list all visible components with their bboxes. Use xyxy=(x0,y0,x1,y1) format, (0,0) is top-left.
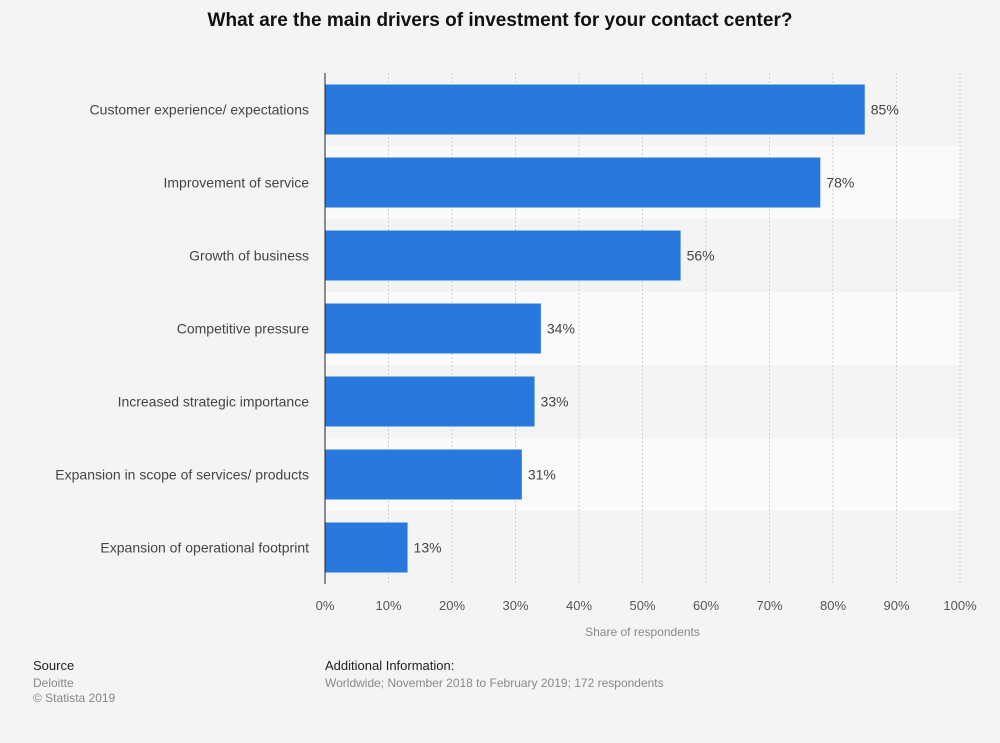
chart-title: What are the main drivers of investment … xyxy=(207,10,793,31)
x-tick-labels: 0% 10% 20% 30% 40% 50% 60% 70% 80% 90% 100% xyxy=(316,598,977,613)
additional-info-heading: Additional Information: xyxy=(325,658,455,673)
category-label: Customer experience/ expectations xyxy=(90,102,309,118)
x-tick-label: 10% xyxy=(375,598,401,613)
source-heading: Source xyxy=(33,658,75,673)
value-label: 56% xyxy=(687,248,715,264)
bar xyxy=(325,376,535,427)
category-label: Expansion in scope of services/ products xyxy=(55,467,309,483)
bar xyxy=(325,303,541,354)
x-tick-label: 0% xyxy=(316,598,335,613)
value-label: 13% xyxy=(414,540,442,556)
x-tick-label: 50% xyxy=(629,598,655,613)
x-tick-label: 90% xyxy=(883,598,909,613)
x-axis-label: Share of respondents xyxy=(585,625,700,639)
value-label: 33% xyxy=(541,394,569,410)
additional-info-text: Worldwide; November 2018 to February 201… xyxy=(325,676,664,690)
bar xyxy=(325,157,821,208)
source-value: Deloitte xyxy=(33,676,74,690)
bar xyxy=(325,84,865,135)
category-label: Competitive pressure xyxy=(177,321,309,337)
x-tick-label: 80% xyxy=(820,598,846,613)
x-tick-label: 30% xyxy=(502,598,528,613)
bar xyxy=(325,449,522,500)
category-label: Increased strategic importance xyxy=(118,394,310,410)
bar xyxy=(325,230,681,281)
x-tick-label: 20% xyxy=(439,598,465,613)
category-labels: Customer experience/ expectations Improve… xyxy=(55,102,309,556)
bars xyxy=(325,84,865,573)
value-label: 78% xyxy=(826,175,854,191)
bar xyxy=(325,522,408,573)
value-labels: 85% 78% 56% 34% 33% 31% 13% xyxy=(414,102,899,556)
category-label: Growth of business xyxy=(189,248,309,264)
value-label: 34% xyxy=(547,321,575,337)
x-tick-label: 100% xyxy=(943,598,977,613)
x-tick-label: 60% xyxy=(693,598,719,613)
value-label: 31% xyxy=(528,467,556,483)
x-tick-label: 40% xyxy=(566,598,592,613)
x-tick-label: 70% xyxy=(756,598,782,613)
copyright-text: © Statista 2019 xyxy=(33,691,116,705)
row-band xyxy=(325,511,960,584)
value-label: 85% xyxy=(871,102,899,118)
category-label: Improvement of service xyxy=(164,175,310,191)
category-label: Expansion of operational footprint xyxy=(100,540,309,556)
